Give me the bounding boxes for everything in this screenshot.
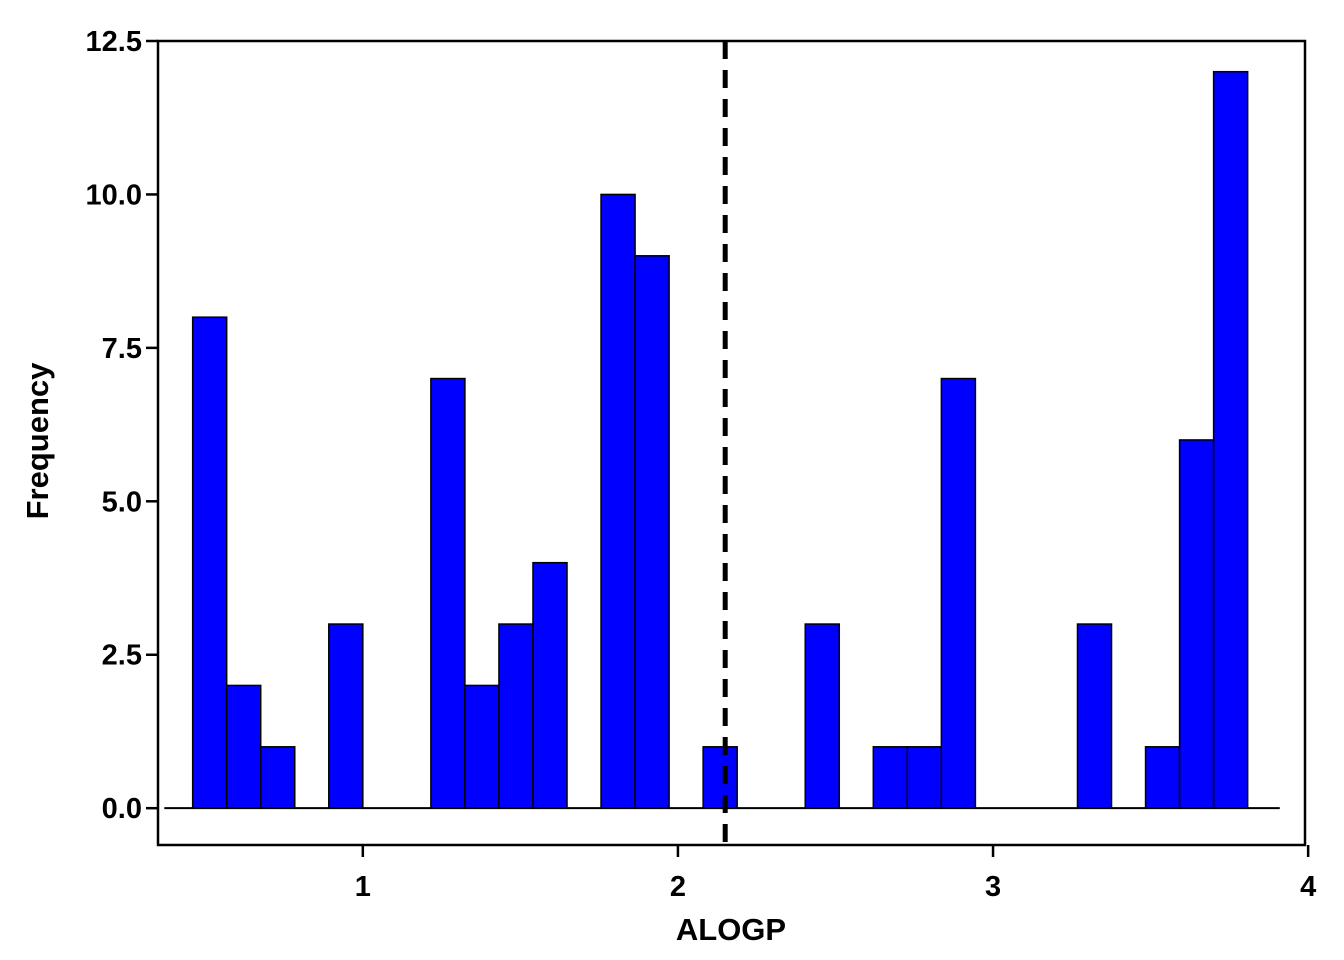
histogram-bar-9	[634, 255, 670, 809]
plot-frame	[156, 39, 1307, 847]
histogram-bar-3	[328, 623, 364, 809]
y-tick-label-4: 10.0	[86, 179, 142, 211]
x-axis: 1 2 3 4	[355, 845, 1316, 903]
histogram-bar-5	[464, 684, 500, 809]
histogram-bar-4	[430, 377, 466, 809]
y-tick-label-2: 5.0	[102, 486, 142, 518]
x-axis-title: ALOGP	[676, 912, 786, 947]
x-tick-label-1: 2	[670, 871, 686, 903]
x-tick-label-2: 3	[985, 871, 1001, 903]
histogram-bar-2	[259, 746, 296, 809]
histogram-bar-8	[600, 193, 636, 809]
y-tick-label-0: 0.0	[102, 793, 142, 825]
y-axis: 0.0 2.5 5.0 7.5 10.0 12.5	[86, 26, 158, 825]
histogram-bar-0	[191, 316, 228, 809]
histogram-bar-6	[498, 623, 534, 809]
histogram-bar-18	[1212, 70, 1249, 809]
histogram-bar-12	[872, 746, 909, 809]
histogram-bar-16	[1144, 746, 1181, 809]
y-tick-label-5: 12.5	[86, 26, 142, 58]
x-tick-label-0: 1	[355, 871, 371, 903]
histogram-bar-11	[804, 623, 841, 809]
y-axis-title: Frequency	[20, 362, 55, 520]
y-tick-label-3: 7.5	[102, 333, 142, 365]
histogram-bar-17	[1178, 439, 1215, 809]
y-tick-label-1: 2.5	[102, 640, 142, 672]
x-tick-label-3: 4	[1300, 871, 1316, 903]
histogram-bar-14	[940, 377, 977, 809]
histogram-bar-1	[225, 684, 262, 809]
histogram-bar-10	[702, 746, 738, 809]
bars-group	[191, 70, 1249, 809]
histogram-bar-7	[532, 561, 568, 809]
histogram-bar-13	[906, 746, 943, 809]
histogram-bar-15	[1076, 623, 1113, 809]
